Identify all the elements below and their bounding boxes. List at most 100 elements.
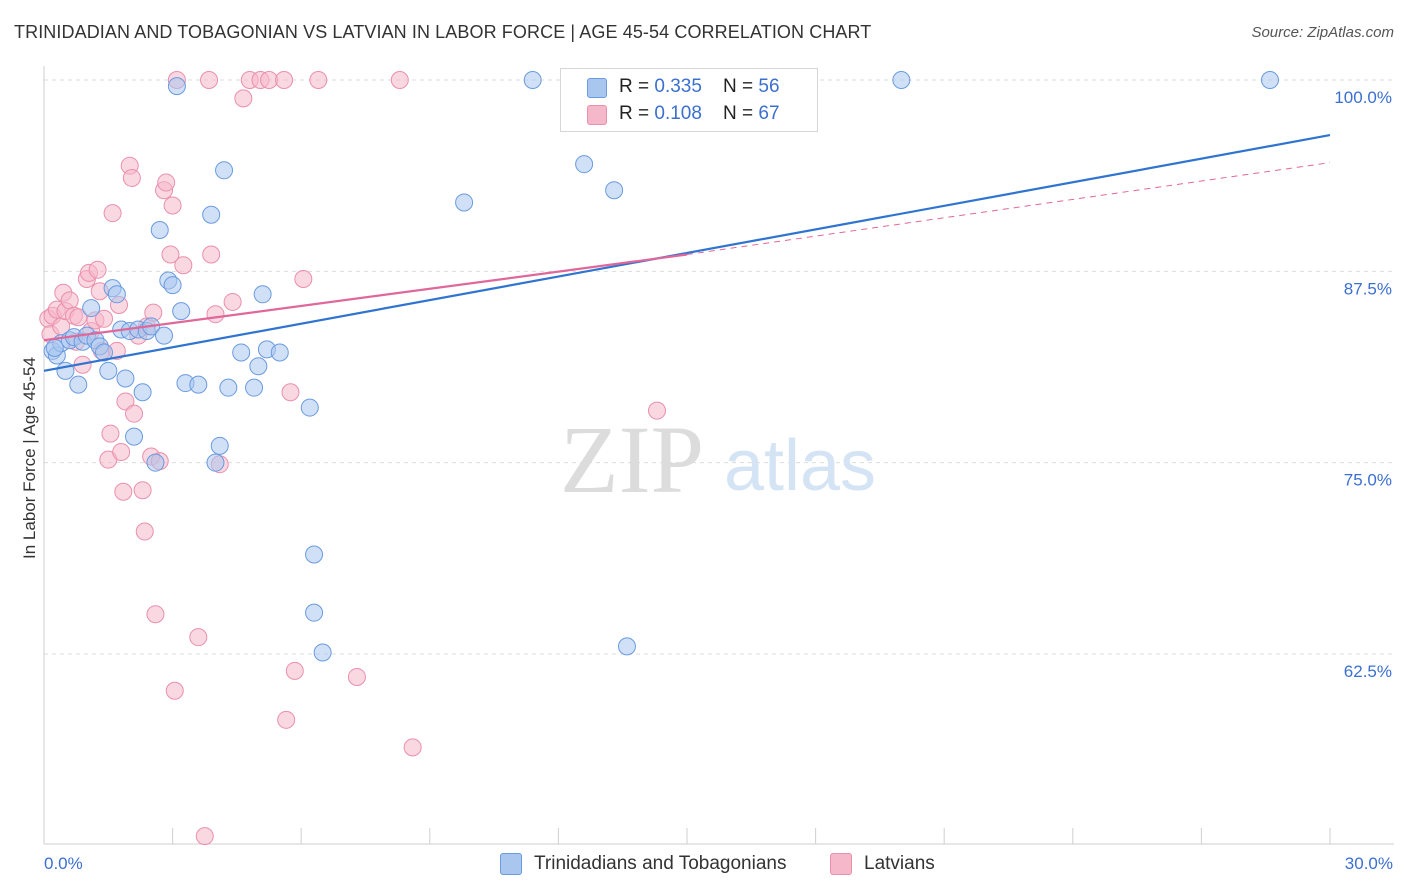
- bottom-legend-label-blue: Trinidadians and Tobagonians: [534, 853, 787, 874]
- trinidadian-point: [150, 221, 169, 240]
- trinidadian-point: [189, 375, 208, 394]
- trinidadian-point: [215, 161, 234, 180]
- latvian-point: [60, 291, 79, 310]
- bottom-legend-label-pink: Latvians: [864, 853, 935, 874]
- bottom-legend-swatch-pink: [830, 853, 852, 875]
- trinidadian-point: [133, 383, 152, 402]
- latvian-point: [223, 292, 242, 311]
- trinidadian-point: [99, 361, 118, 380]
- x-tick-label: 30.0%: [1345, 854, 1393, 873]
- latvian-point: [161, 245, 180, 264]
- trinidadian-point: [300, 398, 319, 417]
- latvian-point: [95, 309, 114, 328]
- latvian-point: [165, 681, 184, 700]
- latvian-point: [112, 442, 131, 461]
- trinidadian-point: [210, 436, 229, 455]
- latvian-point: [103, 204, 122, 223]
- trinidadian-point: [305, 545, 324, 564]
- latvian-point: [403, 738, 422, 757]
- trinidadian-point: [270, 343, 289, 362]
- chart-source: Source: ZipAtlas.com: [1251, 24, 1394, 41]
- trinidadian-point: [617, 637, 636, 656]
- trinidadian-point: [167, 77, 186, 96]
- latvian-point: [189, 628, 208, 647]
- latvian-point: [174, 256, 193, 275]
- trinidadian-point: [313, 643, 332, 662]
- latvian-point: [133, 481, 152, 500]
- trinidadian-point: [232, 343, 251, 362]
- watermark-atlas: atlas: [724, 426, 876, 506]
- legend-r-label: R =: [619, 76, 655, 97]
- latvian-trend-extension: [686, 162, 1331, 255]
- trinidadian-point: [82, 299, 101, 318]
- y-tick-label: 100.0%: [1334, 88, 1392, 107]
- legend-row-pink: R = 0.108 N = 67: [587, 101, 780, 127]
- trinidadian-point: [206, 453, 225, 472]
- trinidadian-point: [245, 378, 264, 397]
- legend-row-blue: R = 0.335 N = 56: [587, 74, 780, 100]
- trinidadian-point: [202, 205, 221, 224]
- legend-n-label: N =: [723, 103, 759, 124]
- trinidadian-point: [575, 155, 594, 174]
- trinidadian-point: [107, 285, 126, 304]
- trinidadian-point: [523, 71, 542, 89]
- latvian-trend-line: [43, 253, 688, 342]
- trinidadian-trend-line: [43, 134, 1331, 372]
- latvian-point: [390, 71, 409, 89]
- latvian-point: [309, 71, 328, 89]
- trinidadian-point: [305, 603, 324, 622]
- latvian-point: [275, 71, 294, 89]
- bottom-legend-pink: Latvians: [830, 852, 935, 876]
- latvian-point: [234, 89, 253, 108]
- latvian-point: [101, 424, 120, 443]
- legend-n-value: 56: [758, 76, 780, 97]
- legend-n-value: 67: [758, 103, 780, 124]
- legend-r-label: R =: [619, 103, 655, 124]
- latvian-point: [146, 605, 165, 624]
- latvian-point: [157, 173, 176, 192]
- latvian-point: [116, 392, 135, 411]
- bottom-legend-swatch-blue: [500, 853, 522, 875]
- trinidadian-point: [249, 357, 268, 376]
- legend-r-value: 0.108: [654, 103, 702, 124]
- trinidadian-point: [892, 71, 911, 89]
- latvian-point: [200, 71, 219, 89]
- legend-box: R = 0.335 N = 56 R = 0.108 N = 67: [560, 68, 818, 132]
- latvian-point: [163, 196, 182, 215]
- y-tick-label: 87.5%: [1344, 279, 1392, 298]
- x-tick-label: 0.0%: [44, 854, 83, 873]
- latvian-point: [347, 667, 366, 686]
- latvian-point: [260, 71, 279, 89]
- watermark: ZIP atlas: [560, 406, 876, 513]
- latvian-point: [195, 827, 214, 846]
- trinidadian-point: [219, 378, 238, 397]
- latvian-point: [206, 305, 225, 324]
- legend-swatch-pink: [587, 105, 607, 125]
- trinidadian-point: [455, 193, 474, 212]
- trinidadian-point: [95, 343, 114, 362]
- latvian-point: [202, 245, 221, 264]
- legend-n-label: N =: [723, 76, 759, 97]
- latvian-point: [294, 269, 313, 288]
- trinidadian-point: [155, 326, 174, 345]
- latvian-point: [285, 661, 304, 680]
- trinidadian-point: [172, 302, 191, 321]
- trend-layer: [43, 134, 1331, 372]
- legend-r-value: 0.335: [654, 76, 702, 97]
- trinidadian-point: [125, 427, 144, 446]
- latvian-point: [69, 308, 88, 327]
- latvian-point: [125, 404, 144, 423]
- axis-layer: [43, 66, 1394, 845]
- trinidadian-point: [163, 276, 182, 295]
- legend-swatch-blue: [587, 78, 607, 98]
- bottom-legend-blue: Trinidadians and Tobagonians: [500, 852, 786, 876]
- y-tick-label: 62.5%: [1344, 662, 1392, 681]
- grid-layer: [44, 79, 1394, 655]
- trinidadian-point: [116, 369, 135, 388]
- latvian-point: [135, 522, 154, 541]
- points-layer: [39, 71, 1279, 846]
- latvian-point: [88, 260, 107, 279]
- chart-title: TRINIDADIAN AND TOBAGONIAN VS LATVIAN IN…: [14, 22, 872, 42]
- trinidadian-point: [69, 375, 88, 394]
